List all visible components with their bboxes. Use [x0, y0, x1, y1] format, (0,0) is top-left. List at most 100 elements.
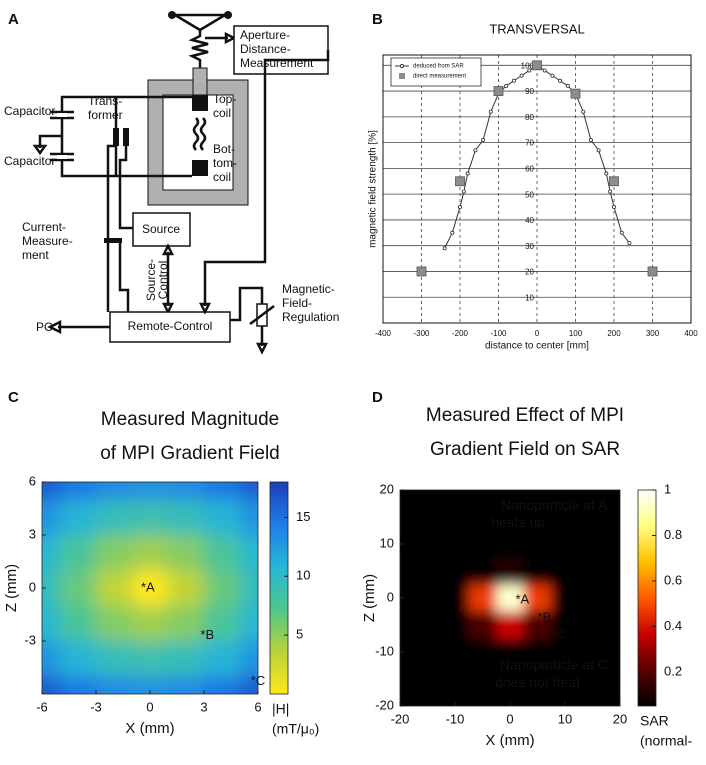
annotation: Nanoparticle at C: [500, 657, 608, 673]
colorbar-tick-label: 15: [296, 509, 310, 524]
heat-cell: [204, 605, 241, 642]
annotation: Nanoparticle at A: [501, 497, 608, 513]
y-tick-label: 10: [380, 535, 394, 550]
heat-cell: [468, 530, 497, 558]
spring: [188, 30, 209, 70]
colorbar-tick-label: 0.4: [664, 618, 682, 633]
regulation-arrow: [249, 305, 275, 325]
heat-cell: [606, 530, 620, 558]
heat-cell: [132, 535, 169, 571]
x-tick-label: 20: [613, 711, 627, 726]
label: Magnetic-: [282, 282, 335, 296]
y-tick-label: 40: [525, 216, 534, 225]
marker: [608, 189, 613, 194]
heat-cell: [441, 665, 470, 693]
legend-label: direct measurement: [413, 74, 466, 80]
y-tick-label: 10: [525, 293, 534, 302]
y-tick-label: 3: [29, 526, 36, 541]
heat-cell: [578, 638, 607, 666]
legend-marker: [399, 73, 405, 79]
y-axis-label: magnetic field strength [%]: [368, 130, 379, 248]
marker: [519, 73, 524, 78]
heat-cell: [606, 584, 620, 612]
heat-cell: [578, 530, 607, 558]
heat-cell: [413, 530, 442, 558]
rod: [192, 67, 208, 96]
y-tick-label: 0: [29, 579, 36, 594]
y-tick-label: -10: [375, 643, 394, 658]
heat-cell: [606, 490, 620, 504]
colorbar-tick-label: 5: [296, 627, 303, 642]
x-tick-label: -10: [446, 711, 465, 726]
heat-cell: [132, 676, 169, 694]
label: coil: [213, 170, 231, 184]
legend-label: deduced from SAR: [413, 64, 464, 70]
heat-cell: [96, 676, 133, 694]
heat-cell: [400, 557, 415, 585]
heat-cell: [240, 641, 258, 677]
heat-cell: [441, 638, 470, 666]
label: Remote-Control: [128, 319, 213, 333]
heat-cell: [523, 584, 552, 612]
heat-cell: [60, 482, 97, 501]
heat-cell: [551, 692, 580, 706]
heat-cell: [60, 676, 97, 694]
heat-cell: [496, 665, 525, 693]
marker: [504, 83, 509, 88]
heat-cell: [468, 584, 497, 612]
heat-cell: [400, 503, 415, 531]
annotation: *C: [251, 673, 265, 688]
heat-cell: [468, 692, 497, 706]
panel-label: B: [372, 11, 383, 28]
heat-cell: [551, 584, 580, 612]
heat-cell: [413, 611, 442, 639]
y-tick-label: 30: [525, 242, 534, 251]
heat-cell: [204, 676, 241, 694]
y-tick-label: 50: [525, 190, 534, 199]
heat-cell: [240, 570, 258, 607]
label: Field-: [282, 296, 312, 310]
annotation: *A: [516, 592, 530, 607]
x-tick-label: 3: [200, 699, 207, 714]
wire: [230, 286, 264, 322]
heat-cell: [60, 641, 97, 677]
heat-cell: [240, 605, 258, 642]
heat-cell: [168, 676, 205, 694]
marker: [550, 73, 555, 78]
y-tick-label: 60: [525, 164, 534, 173]
wire: [118, 242, 130, 312]
heat-cell: [413, 557, 442, 585]
heat-cell: [96, 605, 133, 642]
colorbar-tick-label: 0.6: [664, 572, 682, 587]
marker: [465, 171, 470, 176]
label: Bot-: [213, 142, 235, 156]
marker: [581, 109, 586, 114]
panel-label: A: [8, 11, 19, 28]
colorbar-tick-label: 1: [664, 481, 671, 496]
wire: [106, 144, 116, 312]
heat-cell: [168, 641, 205, 677]
y-tick-label: 70: [525, 139, 534, 148]
marker: [481, 138, 486, 143]
colorbar: [637, 489, 657, 707]
heat-cell: [551, 530, 580, 558]
heat-cell: [496, 557, 525, 585]
label: tom-: [213, 156, 237, 170]
heat-cell: [496, 638, 525, 666]
heat-cell: [400, 530, 415, 558]
source-box: [132, 212, 191, 247]
colorbar-tick-label: 10: [296, 568, 310, 583]
annotation: *B: [200, 627, 214, 642]
chart-title: Gradient Field on SAR: [430, 439, 620, 460]
panel-label: D: [372, 389, 383, 406]
colorbar-label: (mT/μ₀): [272, 721, 319, 737]
ground: [32, 144, 48, 156]
marker: [542, 68, 547, 73]
marker: [565, 83, 570, 88]
y-tick-label: 90: [525, 87, 534, 96]
heat-cell: [204, 499, 241, 536]
x-tick-label: 10: [558, 711, 572, 726]
y-tick-label: 20: [525, 268, 534, 277]
x-axis-label: distance to center [mm]: [485, 341, 589, 352]
y-tick-label: 100: [521, 61, 535, 70]
